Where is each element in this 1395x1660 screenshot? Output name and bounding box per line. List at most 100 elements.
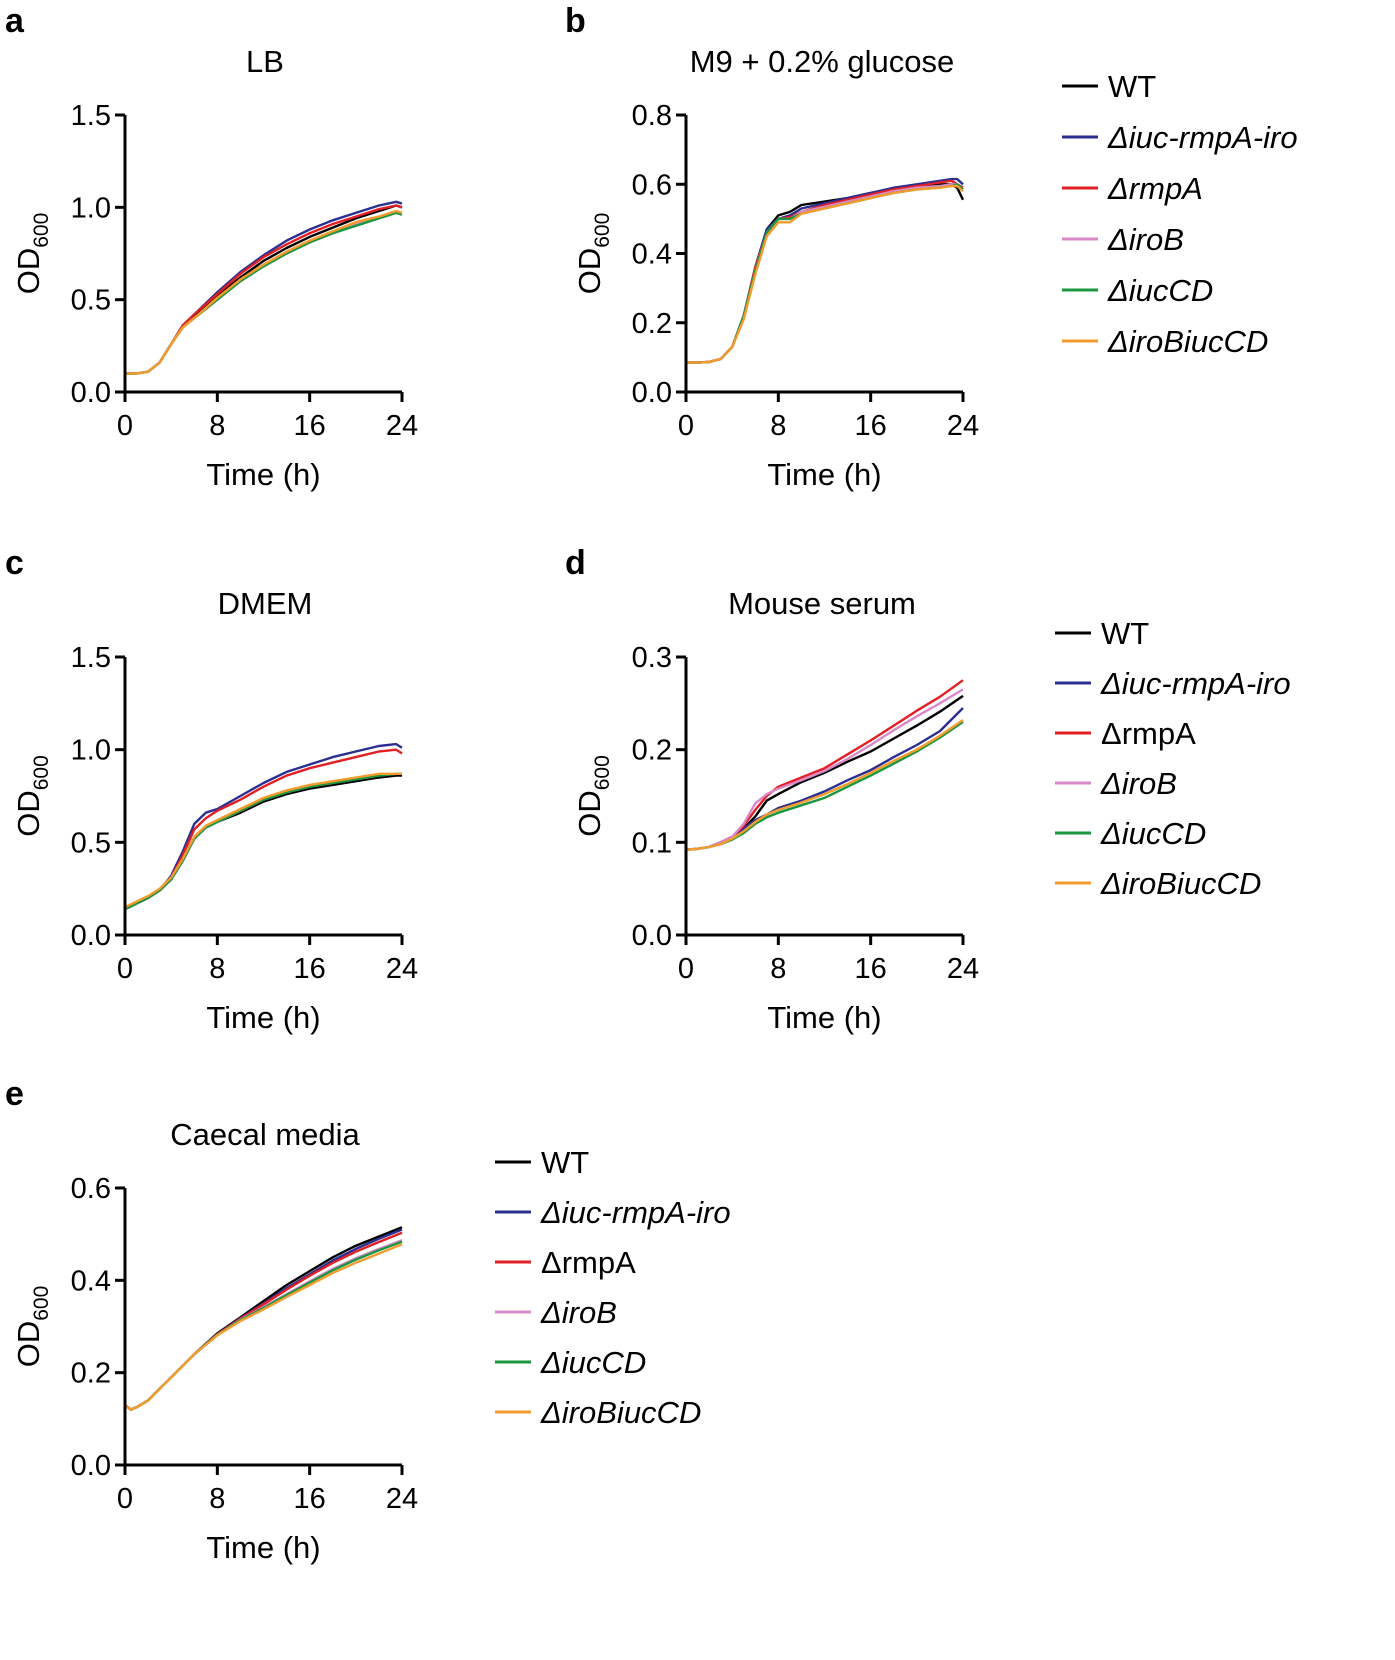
y-axis-label-subscript: 600 [591, 755, 614, 790]
x-tick-label: 0 [117, 953, 133, 985]
y-tick-label: 0.2 [632, 735, 672, 767]
x-tick-label: 8 [209, 1483, 225, 1515]
x-axis-label: Time (h) [206, 1000, 320, 1035]
y-tick-label: 0.2 [632, 308, 672, 340]
x-tick-label: 8 [770, 410, 786, 442]
legend-label: ΔiroB [540, 1295, 617, 1330]
x-tick-label: 24 [947, 410, 979, 442]
legend-label: WT [1108, 69, 1156, 104]
y-tick-label: 0.5 [71, 285, 111, 317]
panel-c: c DMEM 0.0 0.5 1.0 1.5 0 8 16 24 Time (h) OD600 [5, 544, 418, 1035]
x-axis-label: Time (h) [206, 1530, 320, 1565]
series-line-WT [125, 204, 403, 375]
legend-label: ΔiucCD [540, 1345, 646, 1380]
y-tick-label: 0.6 [71, 1173, 111, 1205]
chart-title: M9 + 0.2% glucose [690, 44, 955, 79]
series-line-iroBiucCD [685, 719, 964, 851]
y-axis-label-subscript: 600 [591, 213, 614, 248]
y-tick-label: 0.0 [71, 920, 111, 952]
y-axis-label: OD600 [11, 213, 53, 295]
y-tick-label: 0.0 [632, 377, 672, 409]
legend-label: Δiuc-rmpA-iro [1107, 120, 1298, 155]
legend-label: ΔrmpA [1101, 716, 1196, 751]
y-axis-label-subscript: 600 [30, 755, 53, 790]
y-axis-label-subscript: 600 [30, 1286, 53, 1321]
chart-title: LB [246, 44, 284, 79]
legend-cd: WT Δiuc-rmpA-iro ΔrmpA ΔiroB ΔiucCD ΔiroBiucC… [1055, 616, 1291, 901]
y-axis-label-main: OD [11, 1321, 46, 1368]
y-tick-label: 1.5 [71, 642, 111, 674]
legend-label: ΔiroBiucCD [540, 1395, 701, 1430]
x-tick-label: 24 [386, 410, 418, 442]
series-line-iucCD [124, 772, 402, 911]
legend-ab: WT Δiuc-rmpA-iro ΔrmpA ΔiroB ΔiucCD ΔiroBiucC… [1062, 69, 1298, 359]
x-tick-label: 16 [855, 410, 887, 442]
series-line-iucCD [124, 1240, 403, 1411]
y-axis-label-main: OD [572, 248, 607, 295]
x-axis-label: Time (h) [767, 1000, 881, 1035]
x-tick-label: 8 [209, 953, 225, 985]
panel-d: d Mouse serum 0.0 0.1 0.2 0.3 0 8 16 24 Time (h) OD… [565, 544, 979, 1035]
legend-label: ΔiucCD [1107, 273, 1213, 308]
y-tick-label: 0.0 [71, 377, 111, 409]
legend-label: Δiuc-rmpA-iro [540, 1195, 731, 1230]
series-line-iroB [685, 688, 964, 851]
x-tick-label: 0 [117, 410, 133, 442]
legend-label: ΔrmpA [1107, 171, 1203, 206]
series-line-iroBiucCD [125, 209, 403, 375]
y-axis-label: OD600 [572, 213, 614, 295]
series-line-iuc_rmpA_iro [685, 707, 964, 851]
series-line-rmpA [685, 679, 964, 851]
x-tick-label: 0 [678, 410, 694, 442]
panel-letter: a [5, 2, 25, 40]
panel-b: b M9 + 0.2% glucose 0.0 0.2 0.4 0.6 0.8 0 8 16 24 T… [565, 2, 979, 492]
panel-letter: d [565, 544, 586, 582]
y-tick-label: 0.0 [632, 920, 672, 952]
y-tick-label: 1.0 [71, 735, 111, 767]
series-line-WT [686, 183, 965, 364]
y-tick-label: 0.3 [632, 642, 672, 674]
x-axis-label: Time (h) [206, 457, 320, 492]
y-tick-label: 0.2 [71, 1358, 111, 1390]
y-tick-label: 0.6 [632, 169, 672, 201]
legend-label: WT [541, 1145, 589, 1180]
series-line-iroB [124, 1239, 403, 1411]
series-line-iroB [686, 183, 964, 364]
panel-e: e Caecal media 0.0 0.2 0.4 0.6 0 8 16 24 Time (h) O… [5, 1075, 418, 1565]
series-line-WT [124, 774, 402, 911]
x-tick-label: 24 [386, 1483, 418, 1515]
x-tick-label: 16 [294, 953, 326, 985]
y-tick-label: 0.8 [632, 100, 672, 132]
y-tick-label: 1.0 [71, 192, 111, 224]
chart-title: Mouse serum [728, 586, 916, 621]
legend-label: ΔrmpA [541, 1245, 636, 1280]
y-axis-label-main: OD [572, 790, 607, 837]
y-axis-label-main: OD [11, 790, 46, 837]
x-axis-label: Time (h) [767, 457, 881, 492]
x-tick-label: 16 [294, 1483, 326, 1515]
chart-title: DMEM [218, 586, 313, 621]
series-line-rmpA [125, 204, 403, 375]
legend-label: ΔiroB [1107, 222, 1184, 257]
series-line-iucCD [686, 183, 964, 364]
legend-label: WT [1101, 616, 1149, 651]
y-tick-label: 0.0 [71, 1450, 111, 1482]
series-line-iroBiucCD [124, 1243, 403, 1411]
y-axis-label: OD600 [11, 755, 53, 837]
y-axis-label: OD600 [572, 755, 614, 837]
panel-letter: e [5, 1075, 24, 1113]
panel-letter: b [565, 2, 586, 40]
y-tick-label: 0.4 [71, 1265, 111, 1297]
x-tick-label: 24 [947, 953, 979, 985]
series-line-WT [685, 694, 964, 851]
series-line-iroBiucCD [686, 184, 964, 364]
series-line-iroBiucCD [124, 772, 402, 909]
legend-label: ΔiroBiucCD [1107, 324, 1268, 359]
series-line-iuc_rmpA_iro [125, 200, 403, 375]
legend-label: ΔiucCD [1100, 816, 1206, 851]
y-tick-label: 0.1 [632, 827, 672, 859]
panel-a: a LB 0.0 0.5 1.0 1.5 0 8 16 24 Time (h) OD600 [5, 2, 418, 492]
y-axis-label-main: OD [11, 248, 46, 295]
y-tick-label: 0.5 [71, 827, 111, 859]
